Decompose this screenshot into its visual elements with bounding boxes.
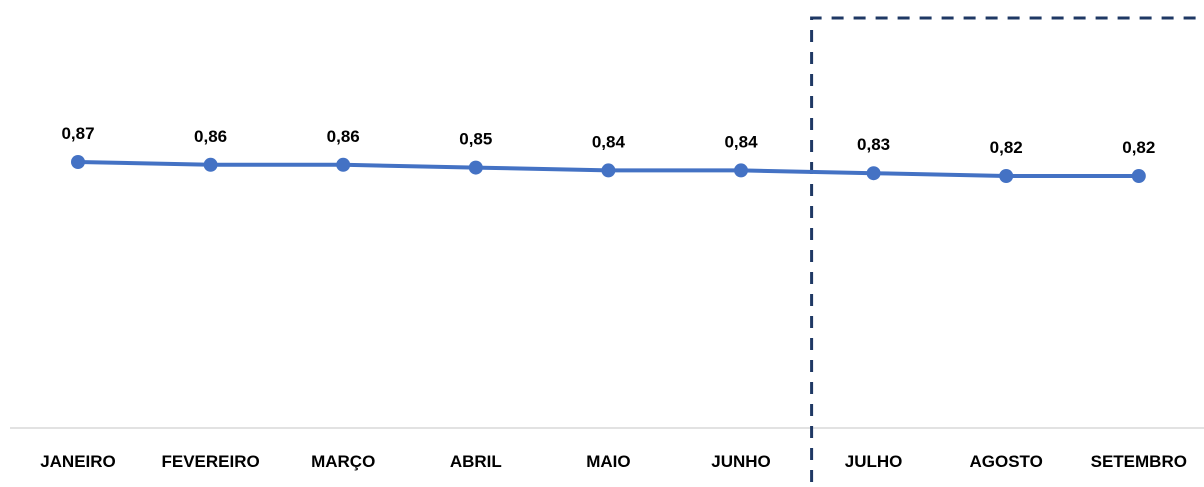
x-tick-label: AGOSTO (970, 452, 1043, 471)
x-tick-label: ABRIL (450, 452, 502, 471)
data-point (336, 157, 351, 172)
data-label: 0,85 (459, 130, 492, 149)
x-tick-label: MARÇO (311, 452, 375, 471)
data-point (1131, 169, 1146, 183)
data-point (999, 169, 1014, 183)
x-tick-label: FEVEREIRO (161, 452, 259, 471)
data-point (468, 160, 483, 175)
data-point (601, 163, 616, 178)
forecast-highlight-box (810, 16, 1204, 482)
data-label: 0,82 (1122, 138, 1155, 157)
data-point (203, 157, 218, 172)
x-tick-label-layer: JANEIRO FEVEREIRO MARÇO ABRIL MAIO JUNHO JULHO… (40, 452, 1187, 471)
x-tick-label: SETEMBRO (1091, 452, 1187, 471)
forecast-dashed-border (810, 16, 1204, 482)
x-tick-label: JANEIRO (40, 452, 116, 471)
x-tick-label: JUNHO (711, 452, 771, 471)
data-point-layer (71, 155, 1146, 183)
data-label-layer: 0,87 0,86 0,86 0,85 0,84 0,84 0,83 0,82 0,82 (61, 124, 1155, 157)
data-label: 0,87 (61, 124, 94, 143)
data-label: 0,82 (990, 138, 1023, 157)
data-label: 0,86 (327, 127, 360, 146)
data-point (734, 163, 748, 178)
data-label: 0,84 (592, 132, 626, 151)
data-point (866, 166, 881, 181)
data-point (71, 155, 85, 169)
data-label: 0,84 (724, 132, 758, 151)
data-label: 0,83 (857, 135, 890, 154)
x-tick-label: MAIO (586, 452, 630, 471)
data-label: 0,86 (194, 127, 227, 146)
x-tick-label: JULHO (845, 452, 903, 471)
